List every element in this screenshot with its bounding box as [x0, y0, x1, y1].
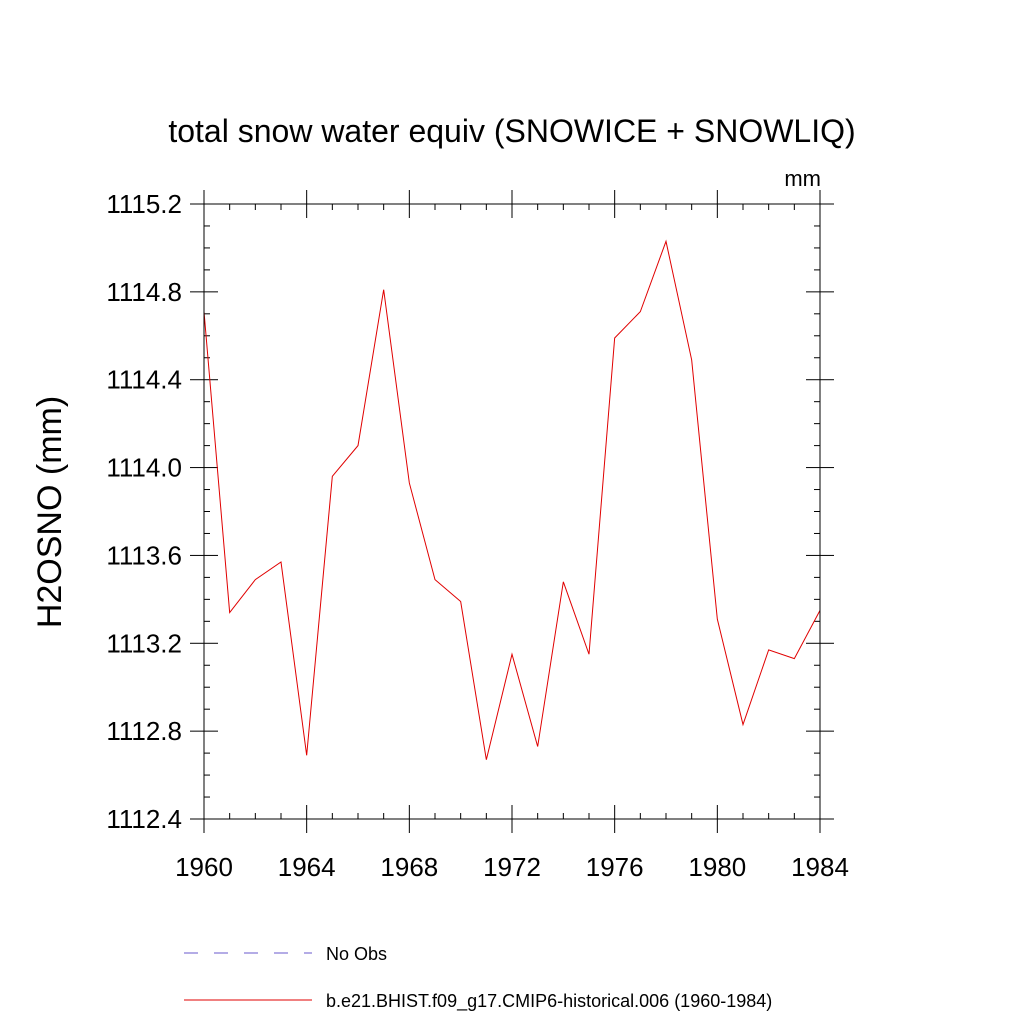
y-tick-label: 1114.4	[106, 365, 182, 395]
y-tick-label: 1113.2	[106, 628, 182, 658]
x-tick-label: 1984	[791, 852, 849, 882]
x-tick-label: 1960	[175, 852, 233, 882]
series-line	[203, 239, 821, 760]
x-tick-label: 1972	[483, 852, 541, 882]
legend-label: No Obs	[326, 944, 387, 964]
y-tick-label: 1115.2	[106, 189, 182, 219]
units-label: mm	[784, 166, 821, 191]
legend: No Obs b.e21.BHIST.f09_g17.CMIP6-historic…	[184, 944, 772, 1012]
x-tick-label: 1980	[688, 852, 746, 882]
legend-label: b.e21.BHIST.f09_g17.CMIP6-historical.006…	[326, 991, 772, 1012]
y-tick-label: 1114.8	[106, 277, 182, 307]
y-tick-label: 1113.6	[106, 540, 182, 570]
x-tick-label: 1964	[278, 852, 336, 882]
x-tick-label: 1976	[586, 852, 644, 882]
y-tick-label: 1114.0	[106, 453, 182, 483]
x-tick-label: 1968	[380, 852, 438, 882]
y-tick-label: 1112.8	[106, 716, 182, 746]
axis-ticks: 1960 1964 1968 1972 1976 1980 1984 1112.4 1112.8…	[106, 189, 849, 882]
y-axis-label: H2OSNO (mm)	[31, 396, 69, 628]
chart-title: total snow water equiv (SNOWICE + SNOWLI…	[168, 113, 855, 149]
series-group	[203, 239, 821, 760]
plot-frame	[203, 203, 821, 820]
y-tick-label: 1112.4	[106, 804, 182, 834]
